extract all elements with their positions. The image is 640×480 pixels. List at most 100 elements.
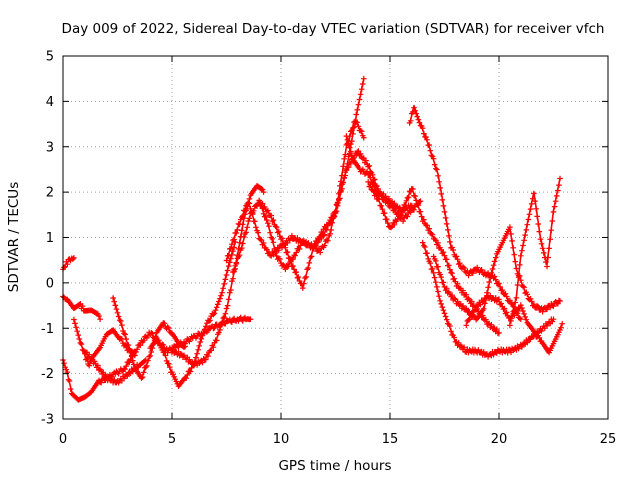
- data-point: [245, 218, 252, 224]
- data-point: [557, 298, 563, 304]
- data-point: [549, 218, 556, 224]
- data-point: [122, 331, 128, 338]
- data-point: [255, 229, 261, 236]
- data-point: [242, 208, 248, 214]
- data-point: [446, 262, 452, 269]
- data-point: [361, 75, 367, 82]
- data-point: [317, 249, 323, 256]
- data-marks: [60, 75, 565, 403]
- data-point: [449, 270, 455, 276]
- data-point: [261, 204, 268, 210]
- data-point: [269, 218, 276, 224]
- x-tick-label: 25: [600, 432, 617, 447]
- data-point: [454, 298, 461, 305]
- data-point: [264, 208, 270, 215]
- data-point: [270, 217, 277, 223]
- axis-ticks: 0 5 10 15 20 25 -3 -2 -1 0 1 2 3 4 5: [41, 50, 616, 448]
- y-tick-label: 5: [46, 50, 54, 65]
- data-point: [76, 301, 83, 308]
- data-point: [213, 304, 220, 311]
- data-point: [526, 211, 533, 218]
- data-point: [378, 203, 385, 209]
- data-point: [354, 107, 361, 113]
- data-point: [413, 110, 419, 117]
- data-point: [196, 343, 202, 349]
- series-sat-q: [463, 292, 565, 356]
- data-point: [161, 349, 168, 356]
- data-point: [239, 245, 245, 251]
- data-point: [410, 186, 416, 192]
- data-point: [460, 287, 466, 294]
- data-point: [419, 125, 426, 131]
- data-point: [252, 218, 258, 225]
- data-point: [496, 330, 502, 336]
- data-point: [206, 318, 212, 324]
- data-point: [550, 316, 557, 322]
- data-point: [278, 236, 284, 242]
- data-point: [217, 295, 223, 302]
- data-point: [463, 322, 470, 329]
- data-point: [328, 219, 334, 225]
- data-point: [540, 250, 547, 256]
- data-point: [511, 251, 518, 258]
- data-point: [468, 298, 475, 305]
- data-point: [322, 226, 329, 232]
- data-point: [231, 267, 237, 273]
- data-point: [531, 190, 537, 197]
- data-point: [404, 213, 411, 220]
- data-point: [100, 369, 107, 376]
- data-point: [532, 330, 538, 336]
- data-point: [434, 166, 440, 173]
- data-point: [348, 161, 354, 167]
- data-point: [443, 256, 450, 263]
- data-point: [321, 242, 328, 249]
- data-point: [111, 298, 117, 305]
- data-point: [442, 313, 449, 320]
- data-point: [424, 137, 430, 143]
- data-point: [403, 198, 410, 204]
- data-point: [536, 335, 543, 341]
- data-point: [491, 258, 498, 265]
- data-point: [165, 325, 172, 331]
- data-point: [259, 200, 266, 207]
- data-point: [247, 316, 254, 322]
- data-point: [290, 263, 296, 269]
- data-point: [391, 222, 398, 228]
- y-tick-label: -2: [41, 367, 54, 382]
- data-point: [201, 326, 208, 333]
- data-point: [223, 257, 230, 264]
- data-point: [441, 310, 448, 317]
- data-point: [426, 225, 432, 232]
- data-point: [507, 322, 513, 329]
- data-point: [552, 198, 559, 204]
- data-point: [120, 328, 126, 334]
- data-point: [333, 208, 340, 214]
- data-point: [102, 373, 109, 379]
- data-point: [500, 306, 507, 312]
- data-point: [418, 213, 425, 220]
- data-point: [411, 104, 417, 111]
- data-point: [359, 81, 366, 87]
- data-point: [229, 241, 235, 247]
- data-point: [341, 156, 347, 162]
- data-point: [257, 236, 264, 243]
- data-point: [369, 187, 376, 193]
- data-point: [240, 213, 246, 219]
- data-point: [110, 295, 116, 301]
- data-point: [527, 296, 534, 302]
- data-point: [194, 350, 200, 357]
- data-point: [228, 287, 234, 293]
- data-point: [439, 197, 446, 203]
- data-point: [75, 332, 82, 338]
- data-point: [71, 255, 77, 261]
- data-point: [451, 295, 458, 302]
- data-point: [440, 307, 447, 313]
- data-point: [545, 254, 551, 261]
- data-point: [61, 360, 67, 366]
- y-tick-label: 2: [46, 186, 54, 201]
- x-axis-label: GPS time / hours: [278, 458, 391, 474]
- data-point: [356, 96, 363, 103]
- data-point: [437, 271, 443, 278]
- data-point: [498, 300, 504, 307]
- data-point: [435, 240, 441, 246]
